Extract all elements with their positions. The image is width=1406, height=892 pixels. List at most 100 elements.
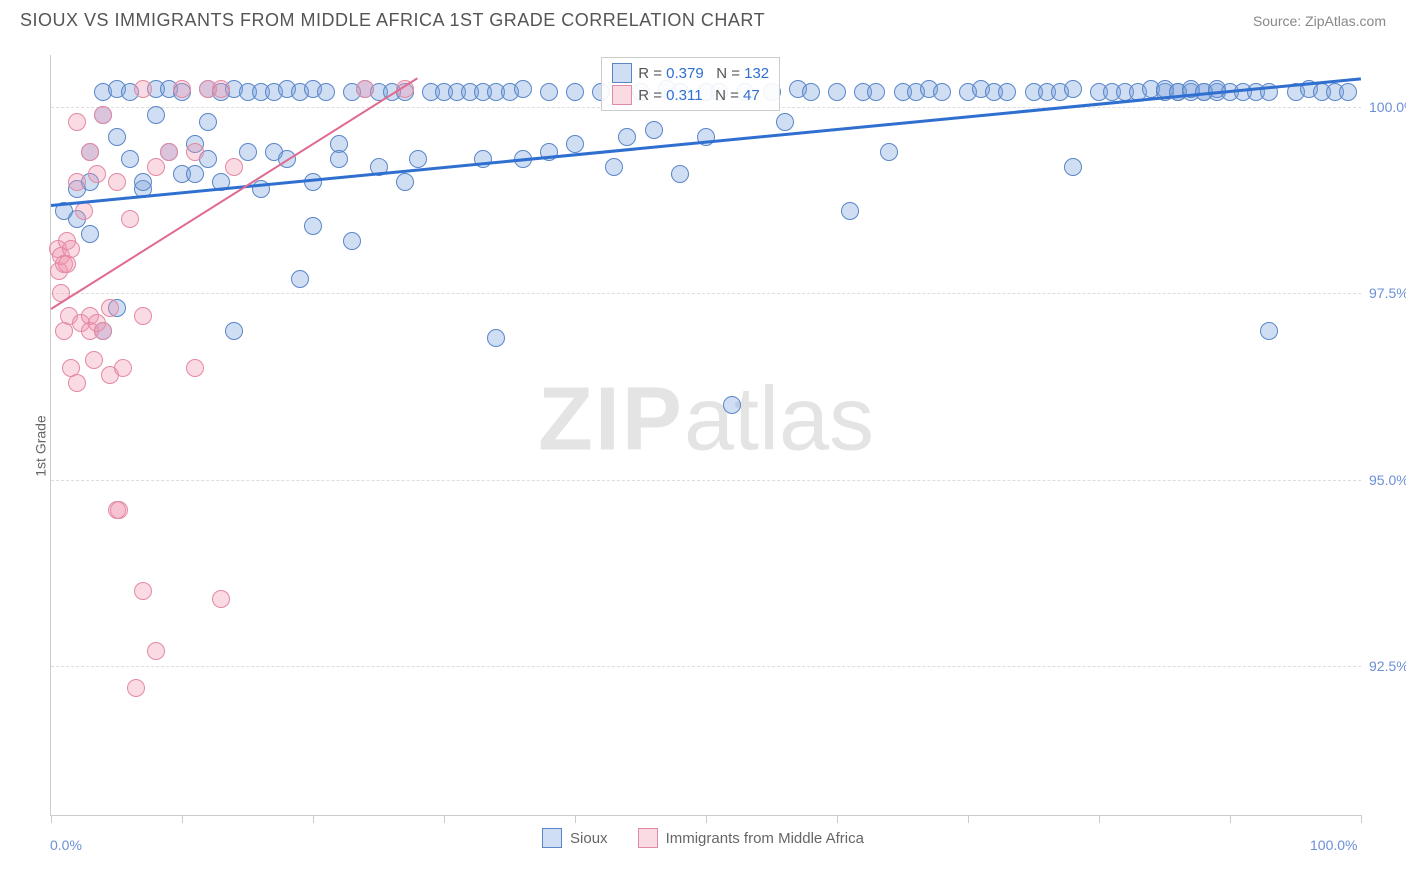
x-tick	[968, 815, 969, 823]
scatter-point	[225, 158, 243, 176]
scatter-point	[540, 83, 558, 101]
scatter-point	[147, 158, 165, 176]
scatter-point	[291, 270, 309, 288]
scatter-point	[127, 679, 145, 697]
scatter-point	[108, 173, 126, 191]
chart-title: SIOUX VS IMMIGRANTS FROM MIDDLE AFRICA 1…	[20, 10, 765, 31]
scatter-point	[85, 351, 103, 369]
scatter-point	[225, 322, 243, 340]
legend-swatch	[542, 828, 562, 848]
scatter-point	[1339, 83, 1357, 101]
scatter-point	[304, 217, 322, 235]
scatter-point	[605, 158, 623, 176]
scatter-point	[134, 80, 152, 98]
legend-label: Sioux	[570, 830, 608, 847]
x-tick	[182, 815, 183, 823]
legend-stats-text: R = 0.379 N = 132	[638, 65, 769, 82]
scatter-point	[68, 374, 86, 392]
scatter-point	[723, 396, 741, 414]
legend-swatch	[612, 85, 632, 105]
scatter-point	[101, 299, 119, 317]
watermark-atlas: atlas	[684, 369, 874, 469]
scatter-point	[62, 240, 80, 258]
scatter-point	[81, 143, 99, 161]
x-tick	[706, 815, 707, 823]
scatter-point	[356, 80, 374, 98]
scatter-point	[134, 582, 152, 600]
chart-source: Source: ZipAtlas.com	[1253, 13, 1386, 29]
watermark: ZIPatlas	[538, 368, 874, 471]
scatter-point	[108, 128, 126, 146]
x-tick	[444, 815, 445, 823]
scatter-point	[487, 329, 505, 347]
scatter-point	[841, 202, 859, 220]
y-tick-label: 95.0%	[1369, 472, 1406, 488]
scatter-point	[75, 202, 93, 220]
scatter-point	[330, 150, 348, 168]
x-tick	[1099, 815, 1100, 823]
legend-label: Immigrants from Middle Africa	[666, 830, 864, 847]
scatter-point	[1260, 322, 1278, 340]
scatter-point	[776, 113, 794, 131]
y-tick-label: 100.0%	[1369, 99, 1406, 115]
scatter-point	[173, 80, 191, 98]
scatter-point	[566, 83, 584, 101]
scatter-point	[160, 143, 178, 161]
scatter-point	[343, 232, 361, 250]
scatter-point	[186, 359, 204, 377]
scatter-point	[239, 143, 257, 161]
x-tick	[1230, 815, 1231, 823]
scatter-point	[147, 642, 165, 660]
scatter-point	[186, 165, 204, 183]
x-tick	[575, 815, 576, 823]
gridline	[51, 293, 1361, 294]
scatter-point	[618, 128, 636, 146]
scatter-point	[212, 80, 230, 98]
chart-plot-area: ZIPatlas 100.0%97.5%95.0%92.5%R = 0.379 …	[50, 55, 1361, 816]
y-tick-label: 97.5%	[1369, 285, 1406, 301]
scatter-point	[88, 165, 106, 183]
source-prefix: Source:	[1253, 13, 1305, 29]
scatter-point	[186, 143, 204, 161]
gridline	[51, 666, 1361, 667]
x-tick	[837, 815, 838, 823]
legend-stats-text: R = 0.311 N = 47	[638, 87, 760, 104]
scatter-point	[110, 501, 128, 519]
scatter-point	[396, 173, 414, 191]
x-tick	[313, 815, 314, 823]
scatter-point	[409, 150, 427, 168]
legend-swatch	[612, 63, 632, 83]
scatter-point	[998, 83, 1016, 101]
scatter-point	[114, 359, 132, 377]
scatter-point	[566, 135, 584, 153]
x-tick	[1361, 815, 1362, 823]
scatter-point	[121, 150, 139, 168]
x-label-right: 100.0%	[1310, 837, 1357, 853]
scatter-point	[212, 590, 230, 608]
source-name: ZipAtlas.com	[1305, 13, 1386, 29]
legend-item: Immigrants from Middle Africa	[638, 828, 864, 848]
scatter-point	[94, 106, 112, 124]
y-axis-label: 1st Grade	[33, 415, 49, 476]
scatter-point	[802, 83, 820, 101]
scatter-point	[880, 143, 898, 161]
scatter-point	[147, 106, 165, 124]
scatter-point	[68, 173, 86, 191]
scatter-point	[514, 80, 532, 98]
scatter-point	[933, 83, 951, 101]
gridline	[51, 480, 1361, 481]
legend-item: Sioux	[542, 828, 608, 848]
scatter-point	[199, 113, 217, 131]
scatter-point	[134, 307, 152, 325]
scatter-point	[68, 113, 86, 131]
scatter-point	[1064, 158, 1082, 176]
scatter-point	[645, 121, 663, 139]
correlation-legend: R = 0.379 N = 132 R = 0.311 N = 47	[601, 57, 780, 111]
legend-bottom: Sioux Immigrants from Middle Africa	[0, 828, 1406, 848]
scatter-point	[81, 225, 99, 243]
correlation-legend-row: R = 0.311 N = 47	[612, 84, 769, 106]
scatter-point	[121, 210, 139, 228]
scatter-point	[828, 83, 846, 101]
scatter-point	[317, 83, 335, 101]
scatter-point	[671, 165, 689, 183]
